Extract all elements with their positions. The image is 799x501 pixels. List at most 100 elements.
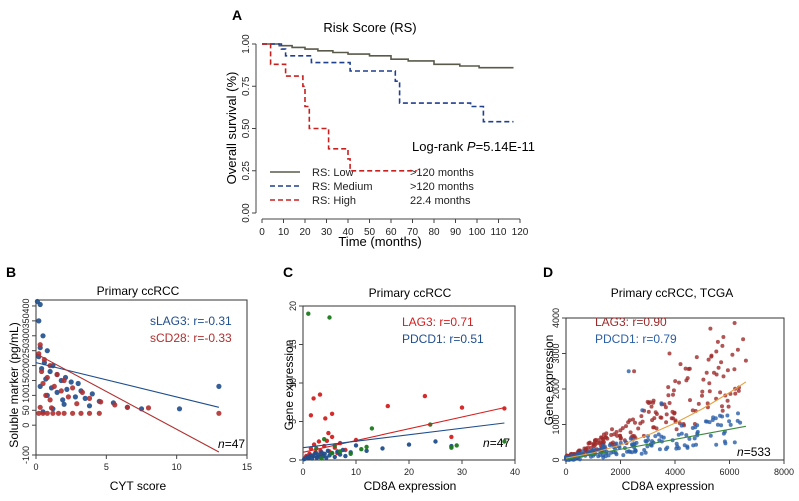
data-point: [632, 442, 637, 447]
data-point: [39, 368, 45, 375]
data-point: [725, 368, 730, 373]
data-point: [710, 418, 715, 422]
data-point: [707, 389, 712, 394]
n-label-c: n=47: [483, 436, 510, 450]
data-point: [664, 412, 669, 417]
x-tick-label: 10: [278, 227, 290, 238]
data-point: [678, 362, 683, 367]
data-point: [364, 448, 369, 453]
km-curve-rsmedium: [262, 43, 514, 123]
panel-label-c: C: [283, 264, 293, 280]
data-point: [719, 423, 724, 428]
x-tick-label: 40: [510, 467, 520, 477]
data-point: [322, 437, 327, 442]
data-point: [70, 410, 76, 416]
y-tick-label: -100: [21, 446, 31, 464]
data-point: [603, 435, 608, 440]
x-axis-label-c: CD8A expression: [364, 479, 457, 493]
data-point: [669, 416, 674, 421]
data-point: [626, 449, 631, 454]
data-point: [727, 419, 732, 424]
data-point: [449, 434, 454, 440]
data-point: [459, 405, 465, 410]
panel-label-b: B: [6, 264, 16, 280]
legend-entry-median: 22.4 months: [410, 195, 471, 207]
y-tick-label: 1000: [551, 414, 561, 434]
panel-a: A Risk Score (RS) Overall survival (%) T…: [224, 7, 535, 249]
data-point: [124, 404, 130, 410]
data-point: [50, 410, 56, 416]
data-point: [322, 451, 327, 456]
data-point: [40, 380, 46, 387]
data-point: [61, 377, 67, 384]
data-point: [44, 348, 50, 354]
data-point: [72, 394, 78, 400]
data-point: [54, 389, 60, 395]
data-point: [454, 443, 459, 448]
data-point: [589, 454, 593, 459]
x-tick-label: 90: [450, 227, 462, 238]
data-point: [653, 410, 658, 415]
data-point: [55, 410, 62, 416]
data-point: [624, 424, 628, 429]
data-point: [216, 383, 222, 389]
data-point: [721, 374, 726, 379]
km-curve-rshigh: [262, 43, 417, 172]
data-point: [631, 433, 635, 438]
data-point: [327, 315, 332, 320]
data-point: [654, 426, 659, 431]
data-point: [683, 366, 688, 371]
chart-title-a: Risk Score (RS): [323, 20, 416, 35]
data-point: [733, 391, 738, 396]
data-point: [323, 416, 328, 421]
data-point: [176, 406, 183, 412]
data-point: [714, 349, 719, 354]
data-point: [666, 385, 671, 390]
data-point: [61, 401, 67, 407]
data-point: [732, 321, 737, 325]
data-point: [684, 433, 689, 438]
data-point: [720, 343, 725, 348]
y-tick-label: 4000: [551, 308, 561, 328]
legend-entry-label: RS: High: [312, 195, 356, 207]
y-tick-label: 2000: [551, 379, 561, 399]
data-point: [86, 395, 93, 401]
data-point: [611, 440, 615, 445]
data-point: [406, 442, 412, 447]
data-point: [652, 416, 657, 421]
panel-label-d: D: [543, 264, 553, 280]
panel-c: 0 10 20 30 40 0 5 10 15 20 C Primary ccRCC Gene expr…: [282, 264, 520, 493]
data-point: [618, 440, 623, 445]
data-point: [44, 410, 50, 416]
x-tick-label: 120: [512, 227, 529, 238]
data-point: [677, 380, 681, 385]
data-point: [640, 419, 645, 424]
data-point: [633, 420, 637, 425]
series-label-slag3: sLAG3: r=-0.31: [150, 314, 232, 328]
data-point: [112, 402, 118, 408]
data-point: [353, 443, 359, 448]
fit-line: [302, 422, 505, 449]
data-point: [667, 401, 672, 405]
data-point: [671, 388, 676, 393]
data-point: [306, 311, 311, 316]
data-point: [43, 392, 49, 398]
data-point: [679, 423, 684, 428]
y-tick-label: 350: [21, 313, 31, 328]
x-tick-label: 8000: [774, 467, 794, 477]
fit-line: [565, 381, 747, 459]
fit-line: [565, 425, 746, 460]
data-point: [646, 409, 651, 414]
data-point: [599, 435, 603, 440]
x-tick-label: 50: [364, 227, 376, 238]
data-point: [732, 367, 737, 372]
data-point: [78, 410, 84, 416]
x-axis-label-d: CD8A expression: [622, 479, 715, 493]
data-point: [706, 357, 711, 362]
data-point: [661, 435, 666, 440]
data-point: [651, 425, 656, 430]
data-point: [433, 439, 438, 444]
data-point: [61, 410, 67, 416]
logrank-annotation: Log-rank P=5.14E-11: [412, 139, 535, 154]
data-point: [672, 410, 677, 415]
